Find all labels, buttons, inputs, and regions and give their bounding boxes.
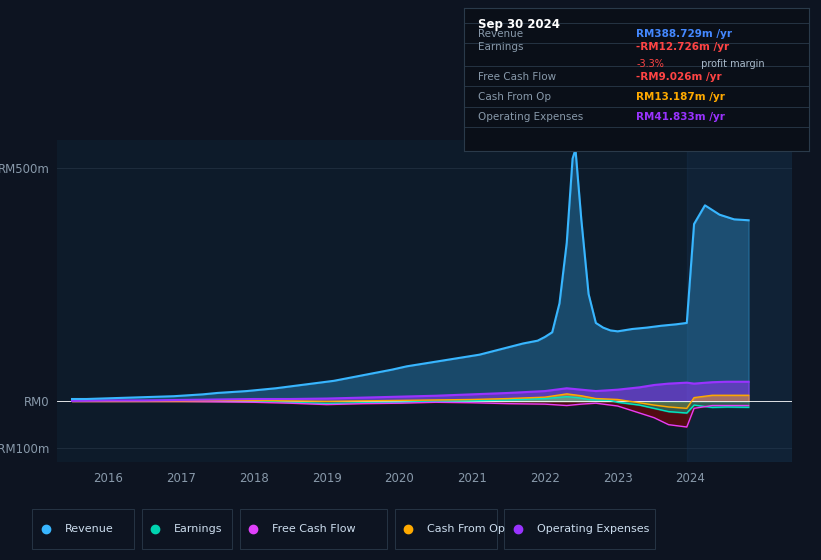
- Text: RM41.833m /yr: RM41.833m /yr: [636, 112, 725, 122]
- Text: -RM12.726m /yr: -RM12.726m /yr: [636, 42, 729, 52]
- Text: Earnings: Earnings: [478, 42, 523, 52]
- Text: Earnings: Earnings: [174, 524, 222, 534]
- Text: -3.3%: -3.3%: [636, 59, 664, 69]
- Bar: [687, 140, 792, 462]
- Text: Cash From Op: Cash From Op: [478, 92, 551, 102]
- Text: Sep 30 2024: Sep 30 2024: [478, 18, 560, 31]
- Text: Operating Expenses: Operating Expenses: [537, 524, 649, 534]
- Text: RM388.729m /yr: RM388.729m /yr: [636, 29, 732, 39]
- Text: -RM9.026m /yr: -RM9.026m /yr: [636, 72, 722, 82]
- Text: Free Cash Flow: Free Cash Flow: [478, 72, 556, 82]
- Text: RM13.187m /yr: RM13.187m /yr: [636, 92, 725, 102]
- Text: Revenue: Revenue: [65, 524, 113, 534]
- Text: Operating Expenses: Operating Expenses: [478, 112, 583, 122]
- Text: profit margin: profit margin: [699, 59, 765, 69]
- Text: Cash From Op: Cash From Op: [427, 524, 505, 534]
- Text: Free Cash Flow: Free Cash Flow: [273, 524, 356, 534]
- Text: Revenue: Revenue: [478, 29, 523, 39]
